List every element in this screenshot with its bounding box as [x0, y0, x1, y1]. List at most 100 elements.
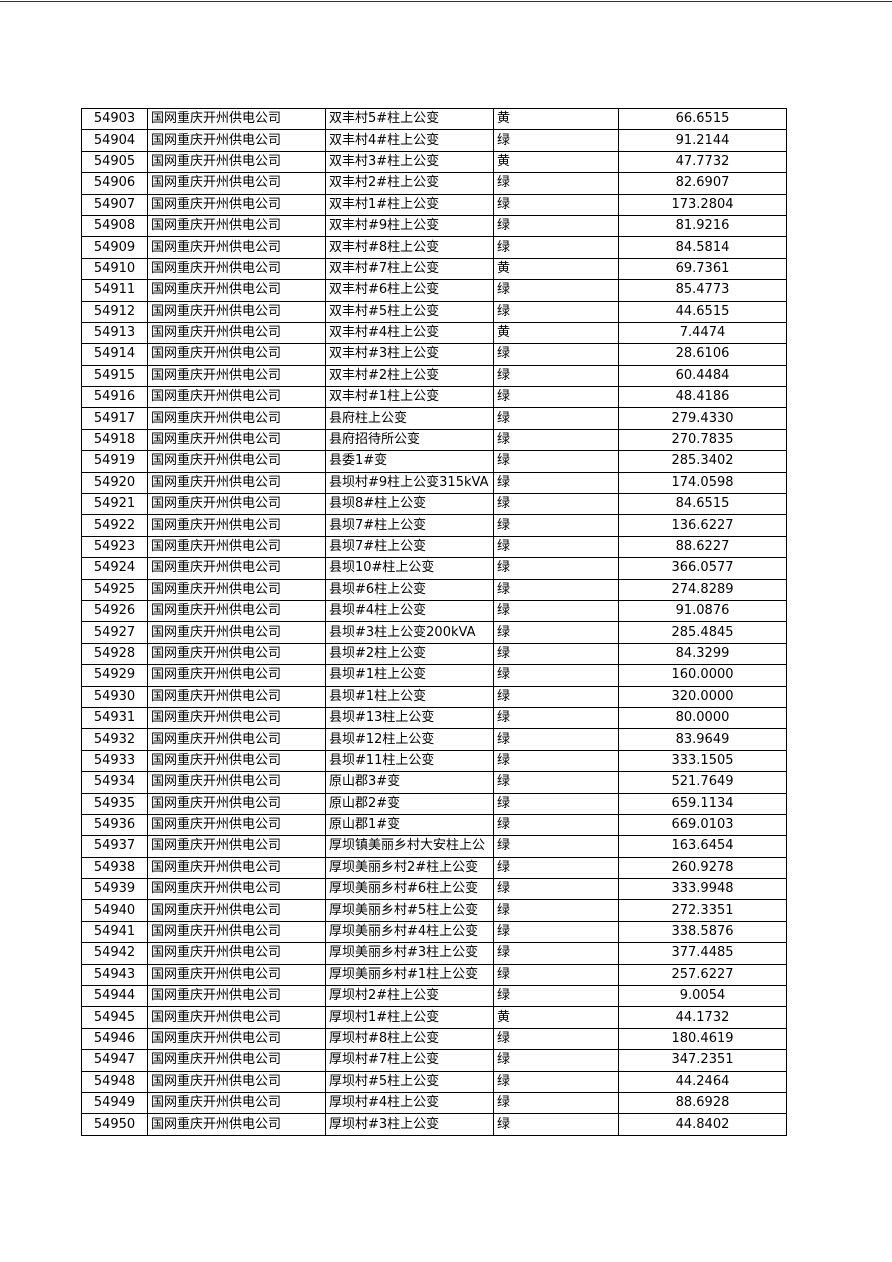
transformer: 原山郡3#变 — [325, 771, 494, 794]
transformer: 县坝10#柱上公变 — [325, 557, 494, 580]
status: 绿 — [493, 1049, 619, 1072]
status: 绿 — [493, 214, 619, 238]
row-id: 54940 — [81, 899, 148, 922]
transformer: 厚坝美丽乡村#3柱上公变 — [325, 942, 494, 965]
status: 绿 — [493, 236, 619, 259]
status: 绿 — [493, 1091, 619, 1115]
measure: 366.0577 — [618, 557, 787, 580]
measure: 83.9649 — [618, 728, 787, 751]
company: 国网重庆开州供电公司 — [147, 150, 326, 174]
transformer: 厚坝村#7柱上公变 — [325, 1049, 494, 1072]
status: 绿 — [493, 642, 619, 666]
transformer: 厚坝村#8柱上公变 — [325, 1027, 494, 1051]
table-row: 54945 国网重庆开州供电公司 厚坝村1#柱上公变黄 44.1732 — [81, 1006, 787, 1029]
measure: 270.7835 — [618, 428, 787, 452]
company: 国网重庆开州供电公司 — [147, 107, 326, 131]
company: 国网重庆开州供电公司 — [147, 878, 326, 901]
company: 国网重庆开州供电公司 — [147, 899, 326, 922]
status: 绿 — [493, 493, 619, 516]
row-id: 54927 — [81, 621, 148, 644]
measure: 81.9216 — [618, 214, 787, 238]
status: 黄 — [493, 321, 619, 345]
table-row: 54909 国网重庆开州供电公司 双丰村#8柱上公变绿 84.5814 — [81, 236, 787, 259]
transformer: 县坝#6柱上公变 — [325, 578, 494, 601]
row-id: 54918 — [81, 428, 148, 452]
transformer: 厚坝美丽乡村#5柱上公变 — [325, 899, 494, 922]
transformer: 双丰村#1柱上公变 — [325, 386, 494, 409]
transformer: 县坝#3柱上公变200kVA — [325, 621, 494, 644]
status: 绿 — [493, 193, 619, 216]
table-row: 54915 国网重庆开州供电公司 双丰村#2柱上公变绿 60.4484 — [81, 364, 787, 388]
transformer: 双丰村#7柱上公变 — [325, 257, 494, 281]
row-id: 54948 — [81, 1070, 148, 1093]
transformer: 双丰村#4柱上公变 — [325, 321, 494, 345]
transformer: 厚坝美丽乡村2#柱上公变 — [325, 856, 494, 880]
measure: 91.0876 — [618, 599, 787, 623]
measure: 160.0000 — [618, 664, 787, 687]
table-row: 54908 国网重庆开州供电公司 双丰村#9柱上公变绿 81.9216 — [81, 214, 787, 238]
company: 国网重庆开州供电公司 — [147, 386, 326, 409]
status: 绿 — [493, 514, 619, 537]
row-id: 54917 — [81, 407, 148, 430]
row-id: 54947 — [81, 1049, 148, 1072]
row-id: 54944 — [81, 985, 148, 1008]
row-id: 54912 — [81, 300, 148, 323]
measure: 659.1134 — [618, 792, 787, 815]
transformer: 双丰村#3柱上公变 — [325, 343, 494, 366]
row-id: 54931 — [81, 706, 148, 730]
company: 国网重庆开州供电公司 — [147, 279, 326, 302]
status: 黄 — [493, 150, 619, 174]
transformer: 县坝#12柱上公变 — [325, 728, 494, 751]
table-row: 54938 国网重庆开州供电公司 厚坝美丽乡村2#柱上公变绿 260.9278 — [81, 856, 787, 880]
company: 国网重庆开州供电公司 — [147, 685, 326, 708]
row-id: 54909 — [81, 236, 148, 259]
company: 国网重庆开州供电公司 — [147, 985, 326, 1008]
measure: 320.0000 — [618, 685, 787, 708]
table-row: 54939 国网重庆开州供电公司 厚坝美丽乡村#6柱上公变绿 333.9948 — [81, 878, 787, 901]
company: 国网重庆开州供电公司 — [147, 450, 326, 473]
company: 国网重庆开州供电公司 — [147, 257, 326, 281]
status: 绿 — [493, 685, 619, 708]
company: 国网重庆开州供电公司 — [147, 343, 326, 366]
status: 绿 — [493, 386, 619, 409]
status: 绿 — [493, 1113, 619, 1136]
row-id: 54945 — [81, 1006, 148, 1029]
company: 国网重庆开州供电公司 — [147, 1070, 326, 1093]
company: 国网重庆开州供电公司 — [147, 321, 326, 345]
transformer: 县坝7#柱上公变 — [325, 514, 494, 537]
measure: 173.2804 — [618, 193, 787, 216]
transformer: 双丰村5#柱上公变 — [325, 107, 494, 131]
table-row: 54911 国网重庆开州供电公司 双丰村#6柱上公变绿 85.4773 — [81, 279, 787, 302]
table-row: 54944 国网重庆开州供电公司 厚坝村2#柱上公变绿 9.0054 — [81, 985, 787, 1008]
company: 国网重庆开州供电公司 — [147, 129, 326, 152]
company: 国网重庆开州供电公司 — [147, 621, 326, 644]
measure: 377.4485 — [618, 942, 787, 965]
table-row: 54943 国网重庆开州供电公司 厚坝美丽乡村#1柱上公变绿 257.6227 — [81, 963, 787, 987]
measure: 80.0000 — [618, 706, 787, 730]
measure: 521.7649 — [618, 771, 787, 794]
company: 国网重庆开州供电公司 — [147, 792, 326, 815]
status: 绿 — [493, 343, 619, 366]
row-id: 54926 — [81, 599, 148, 623]
transformer: 县坝8#柱上公变 — [325, 493, 494, 516]
transformer: 县府柱上公变 — [325, 407, 494, 430]
status: 绿 — [493, 557, 619, 580]
company: 国网重庆开州供电公司 — [147, 963, 326, 987]
measure: 88.6928 — [618, 1091, 787, 1115]
status: 绿 — [493, 813, 619, 837]
status: 绿 — [493, 1070, 619, 1093]
table-row: 54904 国网重庆开州供电公司 双丰村4#柱上公变绿 91.2144 — [81, 129, 787, 152]
status: 绿 — [493, 172, 619, 195]
company: 国网重庆开州供电公司 — [147, 428, 326, 452]
table-row: 54903 国网重庆开州供电公司 双丰村5#柱上公变黄 66.6515 — [81, 107, 787, 131]
row-id: 54935 — [81, 792, 148, 815]
transformer: 双丰村2#柱上公变 — [325, 172, 494, 195]
transformer: 县坝#2柱上公变 — [325, 642, 494, 666]
measure: 9.0054 — [618, 985, 787, 1008]
table-row: 54947 国网重庆开州供电公司 厚坝村#7柱上公变绿 347.2351 — [81, 1049, 787, 1072]
table-row: 54932 国网重庆开州供电公司 县坝#12柱上公变绿 83.9649 — [81, 728, 787, 751]
transformer: 双丰村#5柱上公变 — [325, 300, 494, 323]
row-id: 54903 — [81, 107, 148, 131]
table-row: 54927 国网重庆开州供电公司 县坝#3柱上公变200kVA 绿 285.4845 — [81, 621, 787, 644]
